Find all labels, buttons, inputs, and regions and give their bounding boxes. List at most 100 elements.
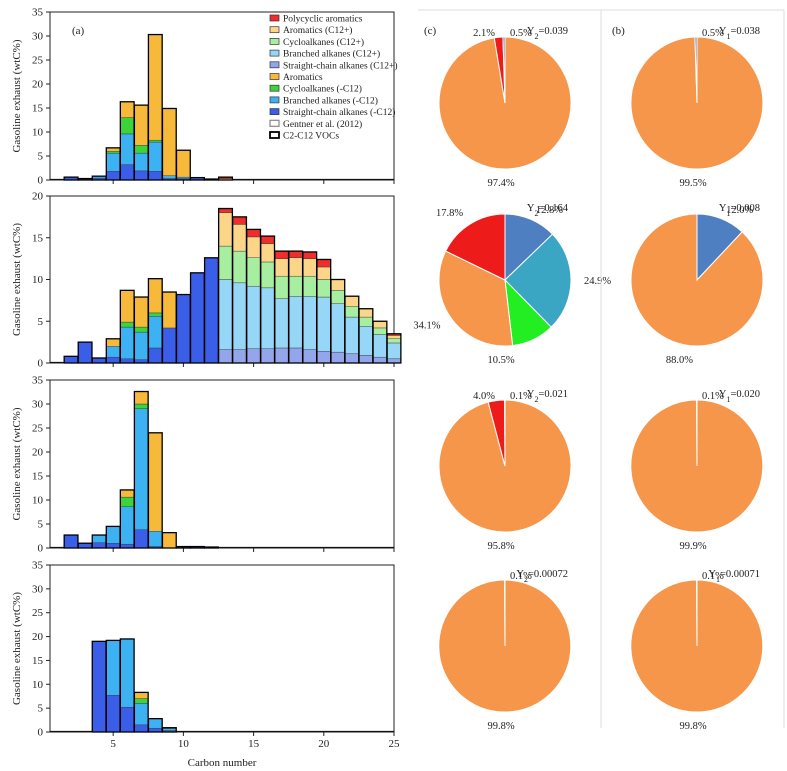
bar-segment-branched-gt [344, 316, 359, 355]
y-tick-label: 35 [32, 375, 44, 387]
bar-segment-branched-lt [176, 176, 191, 179]
bar-segment-aromatic-lt [162, 532, 177, 549]
bar-segment-straight-gt [344, 353, 359, 364]
bar-segment-cyclo-lt [148, 139, 163, 143]
legend-entry: Gentner et al. (2012) [269, 119, 362, 130]
bar-segment-branched-lt [120, 326, 135, 360]
legend-swatch [269, 26, 280, 34]
bar-segment-cyclo-gt [302, 275, 317, 297]
bar-chart-panel: 0 5 10 15 20 25 30 35 Gasoline exhaust (wtC%) 0 5 1… [11, 7, 402, 750]
pie-chart: 12.0% 88.0% Y1=0.008 [630, 203, 764, 366]
bar-segment-branched-lt [148, 141, 163, 172]
bar-segment-branched-lt [162, 175, 177, 179]
y-value: =0.039 [538, 26, 568, 37]
pie-chart: 99.5% 0.5%Y1=0.038 [630, 26, 764, 189]
bar-segment-straight-lt [148, 347, 163, 364]
legend-swatch [269, 38, 280, 45]
y-subscript: 1 [726, 32, 730, 41]
bar-segment-straight-gt [274, 347, 289, 364]
y-value: =0.164 [538, 203, 568, 214]
bar-segment-straight-lt [92, 357, 107, 364]
y-tick-label: 10 [32, 495, 44, 507]
bar-segment-branched-gt [274, 298, 289, 349]
bar-total-outline [147, 432, 163, 549]
y-tick-label: 10 [32, 679, 44, 691]
bar-segment-aromatic-gt [358, 308, 373, 318]
bar-segment-aromatic-lt [162, 108, 177, 176]
bar-segment-branched-gt [218, 279, 233, 350]
y-subscript: 2 [524, 575, 528, 584]
pie-y-annotation: Y2=0.164 [527, 203, 569, 218]
legend-label: Straight-chain alkanes (-C12) [283, 107, 395, 118]
bar-segment-straight-lt [134, 529, 149, 549]
bar-segment-pah [302, 251, 317, 259]
bar-total-outline [147, 33, 163, 181]
pie-slice-label: 4.0% [473, 391, 495, 402]
legend-entry: Cycloalkanes (C12+) [269, 37, 364, 48]
y-axis-label: Gasoline exhaust (wtC%) [11, 592, 23, 705]
bar-segment-straight-lt [106, 171, 121, 181]
bar-segment-aromatic-lt [106, 338, 121, 347]
y-tick-label: 20 [32, 191, 44, 203]
y-subscript: 2 [534, 209, 538, 218]
y-axis-label: Gasoline exhaust (wtC%) [11, 39, 23, 152]
bar-segment-pah [288, 250, 303, 258]
bar-segment-branched-lt [120, 133, 135, 165]
pie-y-annotation: Y2=0.00072 [516, 569, 568, 584]
pie-slice-label: 2.1% [473, 28, 495, 39]
y-tick-label: 15 [32, 471, 44, 483]
bar-segment-aromatic-gt [218, 212, 233, 247]
pie-slice-label: 0.1% [702, 391, 724, 402]
bar-segment-aromatic-lt [134, 296, 149, 328]
x-tick-label: 20 [318, 738, 330, 750]
pie-charts-panel: 97.4%2.1% 0.5%Y2=0.03912.8%24.9%10.5%34.1… [413, 26, 764, 732]
bar-segment-straight-lt [106, 543, 121, 549]
bar-segment-cyclo-gt [260, 261, 275, 289]
bar-segment-cyclo-gt [316, 279, 331, 298]
bar-segment-cyclo-lt [134, 326, 149, 333]
bar-total-outline [147, 717, 163, 733]
bar-segment-aromatic-gt [302, 258, 317, 277]
bar-segment-straight-lt [148, 171, 163, 181]
bar-total-outline [161, 107, 177, 181]
y-subscript: 1 [726, 209, 730, 218]
bar-segment-straight-gt [232, 349, 247, 364]
bar-segment-cyclo-lt [134, 403, 149, 409]
bar-segment-branched-gt [358, 326, 373, 356]
panel-label-c: (c) [424, 25, 437, 37]
bar-total-outline [203, 546, 219, 549]
bar-segment-straight-lt [134, 170, 149, 181]
bar-segment-straight-lt [204, 257, 219, 364]
y-tick-label: 15 [32, 232, 44, 244]
bar-segment-cyclo-gt [344, 306, 359, 318]
pie-y-annotation: Y1=0.020 [719, 389, 760, 404]
pie-y-annotation: Y2=0.021 [527, 389, 568, 404]
pie-y-annotation: Y1=0.038 [719, 26, 760, 41]
bar-segment-branched-lt [162, 728, 177, 731]
x-tick-label: 5 [110, 738, 116, 750]
y-tick-label: 25 [32, 607, 44, 619]
bar-segment-straight-lt [120, 706, 135, 733]
bar-segment-aromatic-gt [232, 224, 247, 252]
pie-slice-label: 99.8% [679, 721, 706, 732]
pie-slice-label: 99.5% [679, 178, 706, 189]
legend-entry: Polycyclic aromatics [269, 15, 363, 25]
bar-segment-straight-gt [302, 349, 317, 364]
bar-segment-cyclo-gt [232, 250, 247, 284]
pie-chart: 99.8% 0.1%Y1=0.00071 [630, 569, 764, 732]
bar-segment-straight-gt [372, 356, 388, 364]
pie-slice-label: 12.0% [726, 205, 753, 216]
bar-segment-pah [274, 250, 289, 259]
legend-label: Cycloalkanes (-C12) [283, 84, 362, 95]
pie-slice-label: 0.5% [510, 28, 532, 39]
bar-segment-branched-gt [372, 334, 388, 358]
legend-swatch [269, 119, 280, 127]
bar-segment-branched-lt [148, 316, 163, 349]
legend-entry: Aromatics [269, 73, 323, 83]
bar-segment-branched-lt [148, 718, 163, 729]
legend-swatch [269, 61, 280, 69]
pie-y-annotation: Y1=0.008 [719, 203, 760, 218]
bar-segment-straight-lt [92, 641, 107, 733]
bar-segment-branched-lt [106, 526, 121, 544]
